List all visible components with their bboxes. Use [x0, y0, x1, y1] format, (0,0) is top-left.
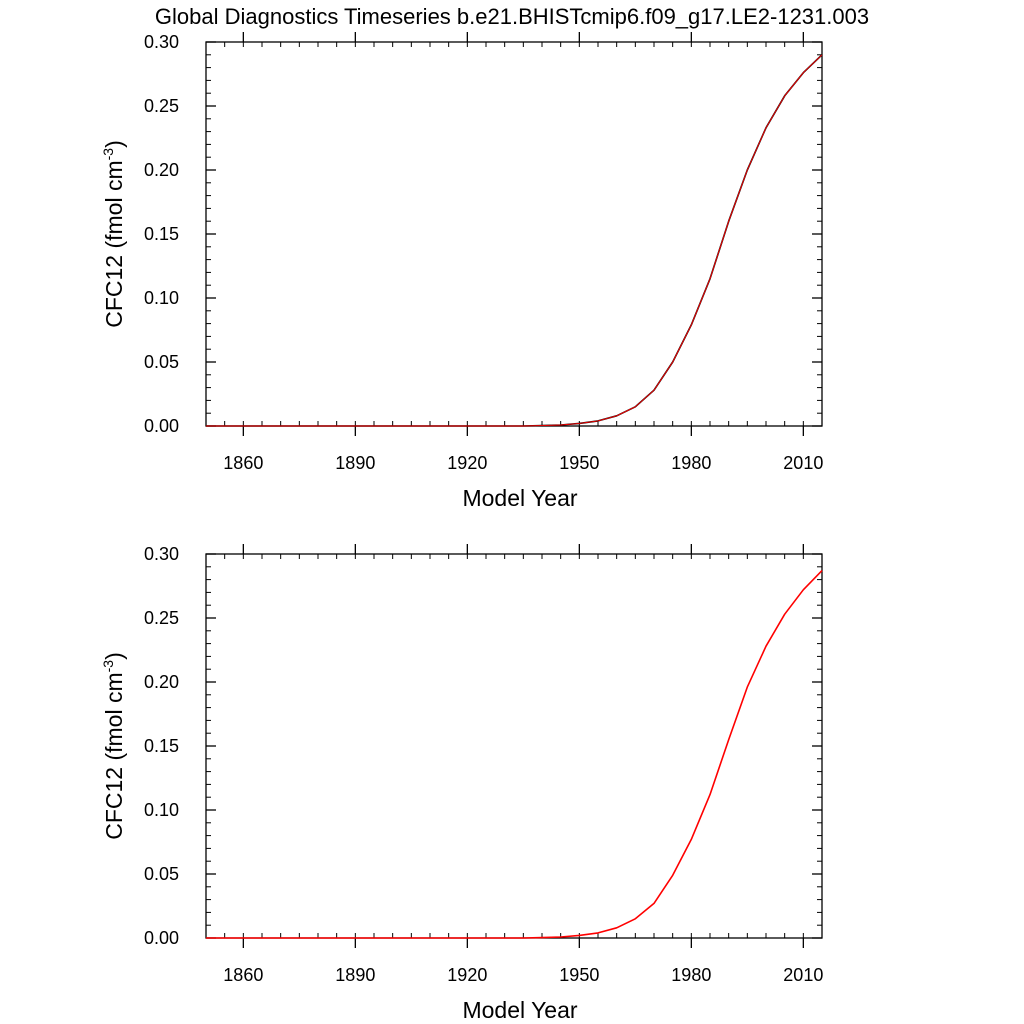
y-tick-label: 0.20 [144, 672, 179, 692]
x-tick-label: 2010 [783, 453, 823, 473]
figure-title: Global Diagnostics Timeseries b.e21.BHIS… [155, 4, 869, 29]
plot-frame [205, 41, 823, 427]
x-tick-label: 1950 [559, 453, 599, 473]
series-line [206, 570, 823, 939]
y-tick-label: 0.10 [144, 800, 179, 820]
series-line [206, 54, 823, 427]
x-tick-label: 1950 [559, 965, 599, 985]
plot-frame [205, 553, 823, 939]
series-line [206, 54, 823, 427]
y-tick-label: 0.00 [144, 928, 179, 948]
y-axis-label: CFC12 (fmol cm-3) [100, 140, 127, 328]
y-axis-label: CFC12 (fmol cm-3) [100, 652, 127, 840]
x-tick-label: 2010 [783, 965, 823, 985]
y-tick-label: 0.15 [144, 736, 179, 756]
y-tick-label: 0.20 [144, 160, 179, 180]
x-tick-label: 1920 [447, 453, 487, 473]
x-tick-label: 1860 [223, 965, 263, 985]
x-tick-label: 1890 [335, 453, 375, 473]
chart-panel-top: 1860 1890 1920 1950 1980 2010 0.00 0.05 0.10 0.15… [100, 32, 823, 511]
chart-panel-bottom: 1860 1890 1920 1950 1980 2010 0.00 0.05 0.10 0.15… [100, 544, 823, 1023]
y-tick-label: 0.15 [144, 224, 179, 244]
y-tick-label: 0.25 [144, 608, 179, 628]
x-axis-label: Model Year [462, 485, 577, 511]
x-tick-label: 1860 [223, 453, 263, 473]
x-tick-label: 1980 [671, 965, 711, 985]
y-tick-label: 0.00 [144, 416, 179, 436]
y-tick-label: 0.10 [144, 288, 179, 308]
y-tick-label: 0.05 [144, 864, 179, 884]
x-tick-label: 1890 [335, 965, 375, 985]
y-tick-label: 0.25 [144, 96, 179, 116]
y-tick-label: 0.30 [144, 32, 179, 52]
y-tick-label: 0.30 [144, 544, 179, 564]
x-axis-label: Model Year [462, 997, 577, 1023]
x-tick-label: 1920 [447, 965, 487, 985]
y-tick-label: 0.05 [144, 352, 179, 372]
x-tick-label: 1980 [671, 453, 711, 473]
